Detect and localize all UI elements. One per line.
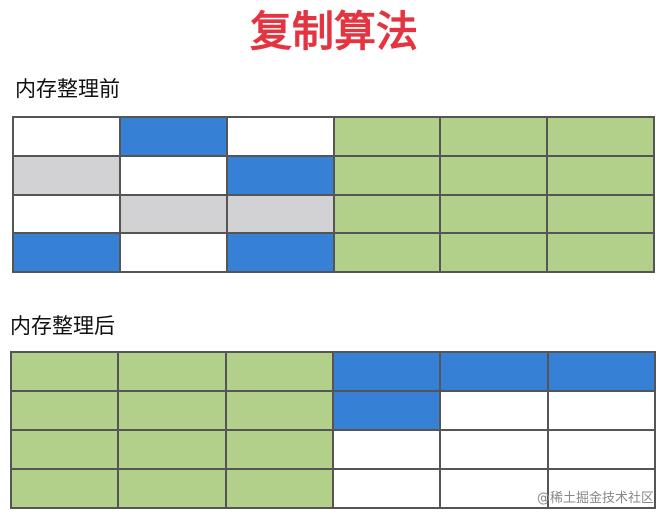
memory-cell-reserved [547, 233, 654, 272]
memory-cell-free [440, 391, 548, 430]
memory-cell-free [333, 430, 441, 469]
memory-cell-reserved [333, 117, 441, 156]
memory-cell-reserved [547, 155, 654, 195]
memory-grid-after [10, 351, 656, 509]
memory-cell-free [13, 117, 120, 156]
memory-cell-used [333, 352, 441, 391]
diagram-title: 复制算法 [249, 7, 418, 56]
before-label: 内存整理前 [15, 77, 120, 101]
memory-cell-free [333, 469, 441, 508]
memory-cell-used [119, 117, 227, 156]
memory-cell-used [226, 155, 334, 195]
memory-cell-reserved [547, 117, 654, 156]
memory-cell-used [440, 352, 548, 391]
memory-cell-reserved [440, 233, 548, 272]
memory-cell-reserved [118, 391, 226, 430]
memory-cell-reserved [225, 469, 333, 508]
memory-cell-reserved [11, 391, 119, 430]
memory-cell-garbage [13, 155, 120, 195]
memory-cell-reserved [333, 233, 441, 272]
memory-cell-reserved [225, 391, 333, 430]
memory-cell-free [547, 469, 655, 508]
memory-cell-reserved [547, 194, 654, 234]
memory-cell-reserved [225, 430, 333, 469]
memory-cell-used [226, 233, 334, 272]
memory-cell-used [547, 352, 655, 391]
memory-cell-free [547, 391, 655, 430]
memory-cell-reserved [440, 194, 548, 234]
memory-cell-free [440, 469, 548, 508]
memory-cell-free [440, 430, 548, 469]
memory-cell-reserved [118, 469, 226, 508]
memory-cell-reserved [11, 469, 119, 508]
memory-cell-reserved [333, 155, 441, 195]
memory-cell-reserved [118, 352, 226, 391]
memory-cell-free [119, 233, 227, 272]
memory-cell-free [119, 155, 227, 195]
memory-cell-reserved [333, 194, 441, 234]
memory-cell-reserved [11, 430, 119, 469]
memory-cell-free [547, 430, 655, 469]
memory-cell-reserved [440, 155, 548, 195]
memory-cell-free [13, 194, 120, 234]
memory-grid-before [12, 116, 655, 273]
after-label: 内存整理后 [10, 314, 115, 338]
watermark: @稀土掘金技术社区 [536, 491, 654, 506]
memory-cell-reserved [118, 430, 226, 469]
memory-cell-reserved [440, 117, 548, 156]
memory-cell-garbage [226, 194, 334, 234]
memory-cell-reserved [11, 352, 119, 391]
memory-cell-garbage [119, 194, 227, 234]
memory-cell-used [13, 233, 120, 272]
memory-cell-used [333, 391, 441, 430]
memory-cell-reserved [225, 352, 333, 391]
memory-cell-free [226, 117, 334, 156]
